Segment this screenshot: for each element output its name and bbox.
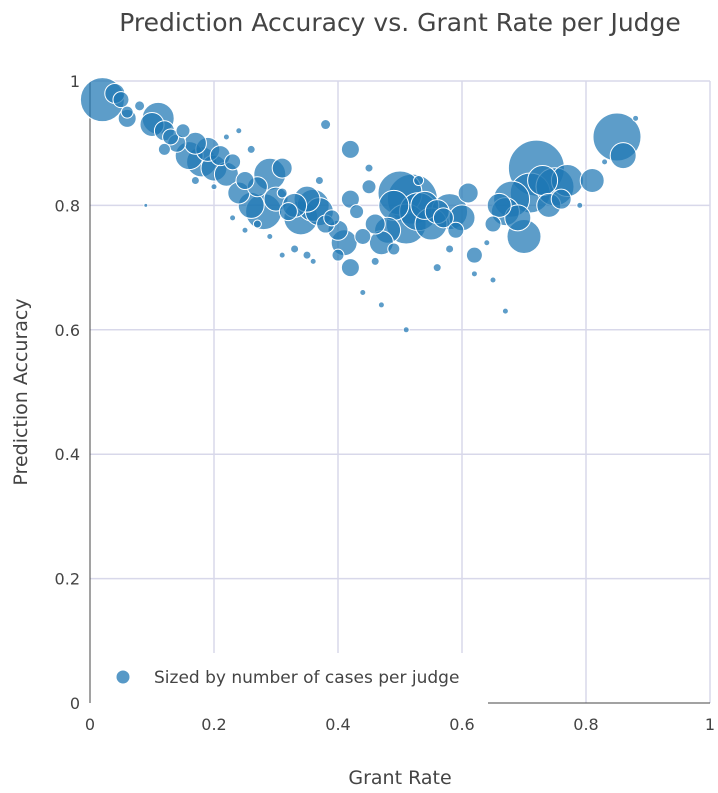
data-point — [302, 250, 312, 260]
data-point — [484, 215, 502, 233]
data-point — [501, 307, 509, 315]
data-point — [222, 133, 230, 141]
data-point — [276, 187, 288, 199]
data-point — [354, 228, 372, 245]
data-point — [323, 209, 341, 227]
data-point — [112, 91, 130, 109]
legend-box — [90, 653, 488, 703]
y-tick-label: 0.8 — [55, 196, 80, 215]
data-point — [359, 288, 367, 296]
y-tick-label: 0 — [70, 694, 80, 713]
data-point — [235, 127, 243, 135]
data-point — [314, 176, 324, 186]
x-tick-label: 0 — [85, 715, 95, 734]
data-point — [162, 128, 180, 146]
data-point — [609, 142, 637, 170]
data-point — [504, 204, 532, 232]
data-point — [235, 171, 255, 191]
x-tick-label: 0.8 — [573, 715, 598, 734]
y-tick-labels: 0 0.2 0.4 0.6 0.8 1 — [55, 72, 80, 713]
data-point — [134, 100, 146, 112]
data-point — [246, 144, 256, 154]
y-axis-title: Prediction Accuracy — [10, 298, 32, 485]
x-tick-label: 1 — [705, 715, 715, 734]
data-point — [364, 213, 386, 235]
data-point — [241, 226, 249, 234]
data-point — [340, 139, 360, 159]
data-point — [175, 123, 191, 139]
data-point — [486, 192, 512, 218]
data-point — [550, 188, 572, 210]
data-point — [266, 233, 274, 240]
plot-area — [79, 77, 642, 334]
y-tick-label: 0.4 — [55, 445, 80, 464]
data-point — [413, 175, 425, 187]
data-point — [278, 251, 286, 259]
data-point — [465, 246, 483, 264]
data-point — [224, 153, 242, 171]
data-point — [527, 165, 559, 197]
data-point — [271, 157, 293, 179]
data-point — [387, 242, 401, 256]
data-point — [309, 257, 317, 265]
data-point — [447, 221, 465, 239]
data-point — [252, 219, 262, 229]
data-point — [361, 179, 377, 195]
data-point — [370, 256, 380, 266]
data-point — [320, 119, 332, 131]
data-point — [143, 202, 149, 208]
data-point — [290, 244, 300, 254]
x-tick-label: 0.6 — [449, 715, 474, 734]
data-point — [601, 158, 609, 166]
legend-marker — [115, 669, 131, 685]
data-point — [278, 202, 298, 222]
data-point — [157, 142, 171, 156]
data-point — [483, 239, 491, 247]
data-point — [402, 326, 410, 334]
y-tick-label: 0.6 — [55, 321, 80, 340]
data-point — [331, 248, 345, 262]
data-point — [190, 176, 200, 186]
data-point — [377, 301, 385, 309]
data-point — [432, 263, 442, 273]
data-point — [340, 258, 360, 278]
data-point — [576, 201, 584, 209]
data-point — [378, 189, 410, 221]
data-point — [470, 270, 478, 278]
data-point — [489, 276, 497, 284]
data-point — [457, 182, 479, 204]
data-point — [120, 105, 134, 119]
data-point — [632, 114, 640, 122]
chart-title: Prediction Accuracy vs. Grant Rate per J… — [119, 8, 681, 37]
data-point — [210, 183, 218, 191]
data-point — [229, 214, 237, 222]
data-point — [579, 168, 605, 194]
data-point — [432, 207, 454, 229]
data-point — [445, 244, 455, 254]
legend-label: Sized by number of cases per judge — [154, 668, 459, 688]
data-point — [349, 204, 365, 220]
x-tick-label: 0.4 — [325, 715, 350, 734]
x-tick-labels: 0 0.2 0.4 0.6 0.8 1 — [85, 715, 715, 734]
y-tick-label: 1 — [70, 72, 80, 91]
y-tick-label: 0.2 — [55, 570, 80, 589]
x-axis-title: Grant Rate — [348, 767, 451, 789]
x-tick-label: 0.2 — [201, 715, 226, 734]
data-point — [364, 163, 374, 173]
legend: Sized by number of cases per judge — [89, 653, 488, 703]
